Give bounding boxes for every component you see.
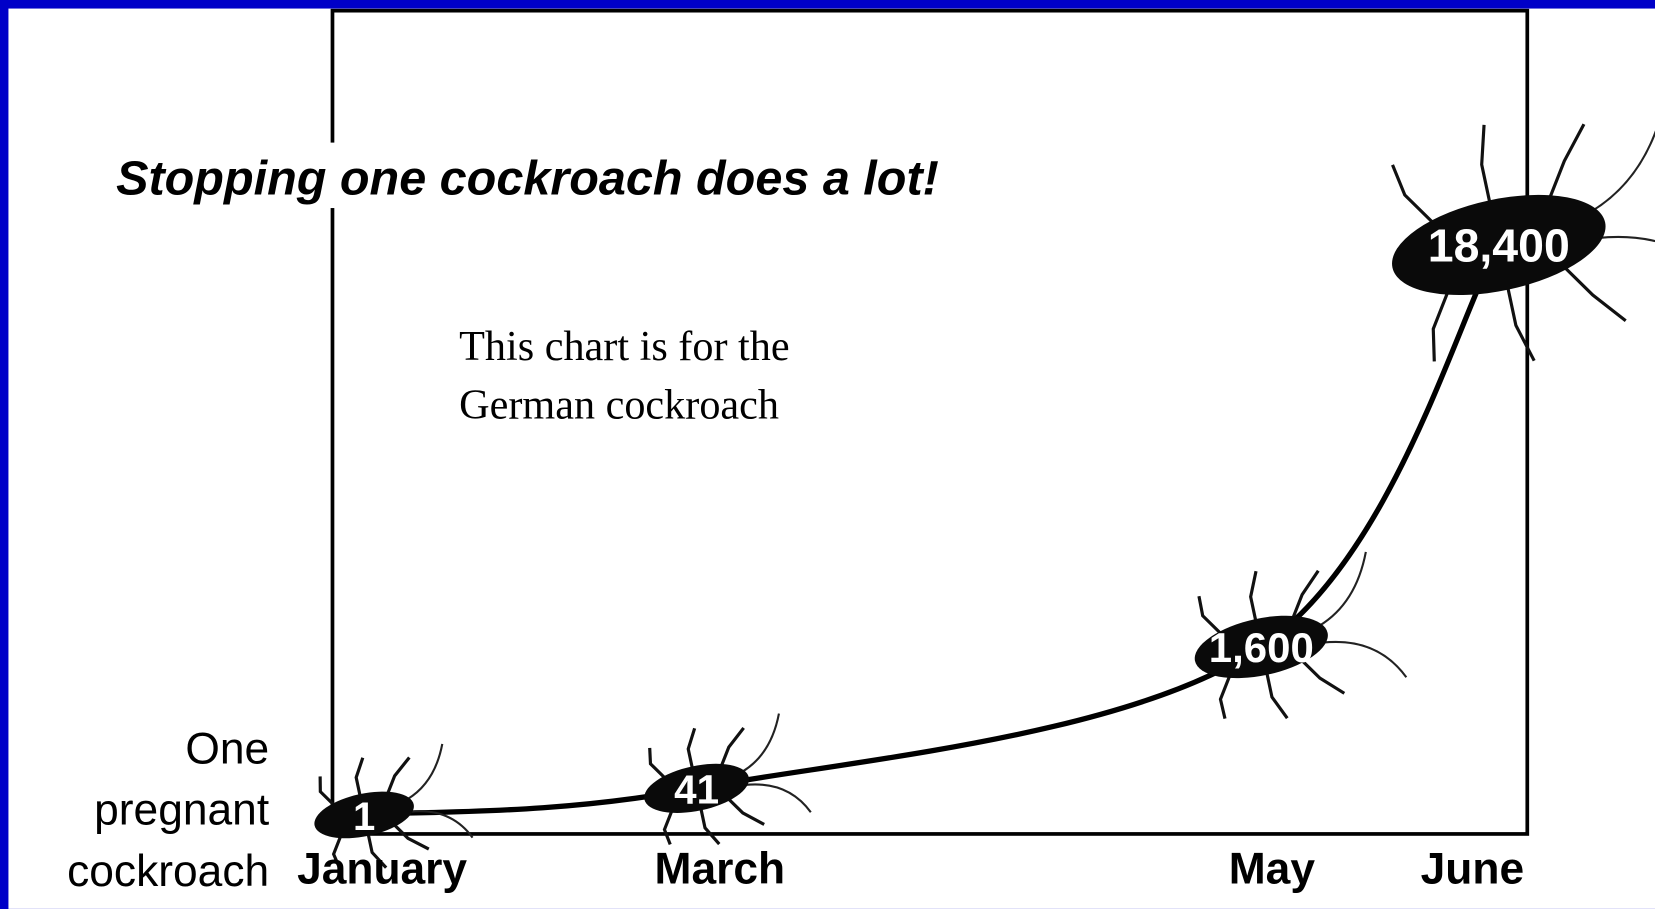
- cockroach-leg: [384, 756, 411, 798]
- cockroach-leg: [648, 747, 669, 782]
- data-label: 41: [674, 766, 719, 812]
- cockroach: [1391, 92, 1655, 362]
- cockroach-leg: [365, 829, 388, 869]
- cockroach: [644, 713, 812, 846]
- cockroach-antenna: [1322, 640, 1408, 678]
- growth-line: [363, 243, 1502, 818]
- cockroach-leg: [698, 803, 721, 846]
- x-tick-label: June: [1421, 845, 1524, 894]
- start-label: One: [185, 724, 269, 773]
- cockroach-leg: [724, 794, 765, 826]
- data-label: 1,600: [1209, 624, 1314, 671]
- start-label: cockroach: [67, 847, 269, 896]
- x-tick-label: January: [297, 845, 467, 894]
- chart-title: Stopping one cockroach does a lot!: [116, 151, 939, 205]
- cockroach-antenna: [409, 810, 474, 839]
- cockroach-leg: [718, 726, 745, 771]
- cockroach-leg: [390, 821, 430, 851]
- cockroach-body: [644, 763, 750, 813]
- cockroach-leg: [1197, 595, 1226, 639]
- cockroach-leg: [662, 806, 675, 845]
- cockroach: [1194, 551, 1408, 720]
- cockroach-leg: [1431, 282, 1453, 362]
- cockroach-antenna: [1597, 235, 1655, 295]
- cockroach-leg: [1391, 164, 1442, 231]
- cockroach-leg: [1264, 666, 1289, 720]
- cockroach-antenna: [1318, 551, 1367, 627]
- cockroach-body: [314, 791, 414, 839]
- plot: 1 January 41 March 1,600 May 18,400 June: [297, 92, 1655, 894]
- cockroach-leg: [354, 757, 365, 801]
- cockroach-leg: [1504, 276, 1536, 362]
- cockroach-leg: [1289, 569, 1320, 624]
- annotation: This chart is for the: [459, 323, 790, 370]
- title-backdrop: [316, 142, 359, 209]
- cockroach-leg: [318, 776, 338, 809]
- cockroach-leg: [1218, 670, 1234, 720]
- cockroach-antenna: [741, 713, 780, 773]
- cockroach-leg: [686, 727, 697, 773]
- cockroach-leg: [1249, 570, 1259, 628]
- cockroach-body: [1194, 615, 1328, 679]
- chart-frame: [330, 8, 1530, 836]
- cockroach-body: [1392, 194, 1606, 296]
- cockroach-antenna: [406, 743, 444, 801]
- cockroach-leg: [1480, 124, 1494, 214]
- x-tick-label: March: [655, 845, 786, 894]
- annotation: German cockroach: [459, 381, 779, 428]
- x-tick-label: May: [1229, 845, 1316, 894]
- background: [8, 8, 1655, 909]
- cockroach-leg: [1296, 655, 1346, 695]
- cockroach-leg: [1556, 259, 1627, 322]
- cockroach-antenna: [1591, 92, 1655, 213]
- start-label: pregnant: [94, 786, 269, 835]
- cockroach-leg: [1544, 123, 1586, 208]
- data-label: 18,400: [1428, 219, 1570, 271]
- data-label: 1: [353, 795, 375, 839]
- cockroach-antenna: [744, 783, 812, 813]
- cockroach: [314, 743, 474, 869]
- cockroach-leg: [331, 832, 344, 869]
